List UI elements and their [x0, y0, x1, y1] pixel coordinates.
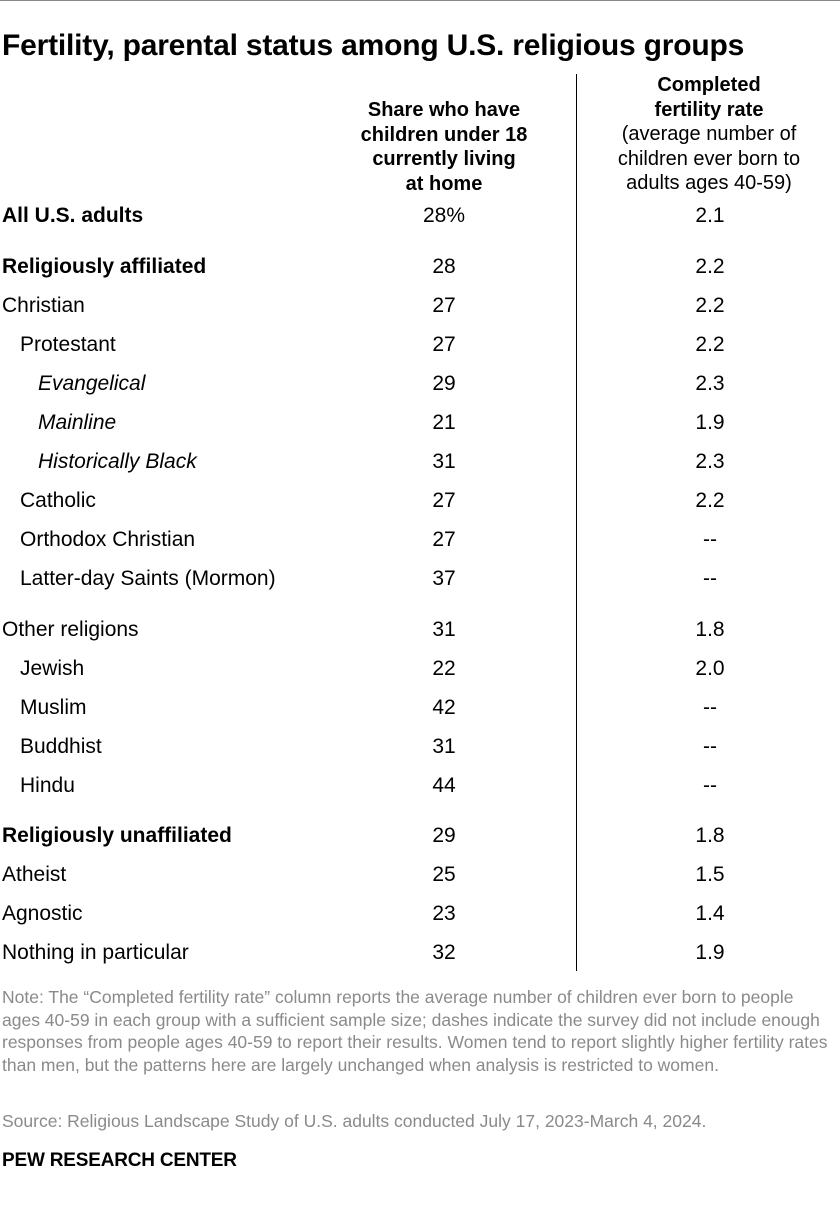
column-header-fertility-line: adults ages 40-59): [626, 172, 792, 194]
share-value: 25: [432, 863, 456, 886]
row-label: Other religions: [2, 618, 139, 641]
fertility-rate-value: 1.5: [695, 863, 725, 886]
fertility-rate-value: --: [703, 696, 717, 719]
column-header-fertility: Completed fertility rate (average number…: [592, 73, 826, 196]
fertility-rate-value: --: [703, 735, 717, 758]
share-value: 27: [432, 294, 456, 317]
share-value: 32: [432, 941, 456, 964]
fertility-rate-value: 1.8: [695, 618, 725, 641]
table-row: Catholic 27 2.2: [0, 485, 840, 517]
column-divider: [576, 74, 577, 971]
fertility-rate-value: 1.9: [695, 411, 725, 434]
chart-title: Fertility, parental status among U.S. re…: [2, 29, 745, 62]
chart-source: Source: Religious Landscape Study of U.S…: [2, 1111, 707, 1131]
column-header-fertility-line: Completed: [657, 74, 761, 96]
share-value: 23: [432, 902, 456, 925]
table-row: Atheist 25 1.5: [0, 859, 840, 891]
fertility-rate-value: 2.2: [695, 255, 725, 278]
fertility-rate-value: 2.3: [695, 372, 725, 395]
row-label: Religiously unaffiliated: [2, 824, 232, 847]
table-row: Buddhist 31 --: [0, 731, 840, 763]
column-header-fertility-line: children ever born to: [617, 147, 801, 170]
column-header-share-line: currently living: [372, 148, 516, 170]
fertility-rate-value: 1.4: [695, 902, 725, 925]
table-row: Evangelical 29 2.3: [0, 368, 840, 400]
row-label: Latter-day Saints (Mormon): [20, 567, 276, 590]
share-value: 31: [432, 735, 456, 758]
row-label: Nothing in particular: [2, 941, 189, 964]
table-row: Christian 27 2.2: [0, 290, 840, 322]
share-value: 27: [432, 333, 456, 356]
table-row: Hindu 44 --: [0, 770, 840, 802]
table-row: Historically Black 31 2.3: [0, 446, 840, 478]
row-label: Christian: [2, 294, 85, 317]
row-label: Muslim: [20, 696, 87, 719]
share-value: 42: [432, 696, 456, 719]
fertility-rate-value: 2.1: [695, 204, 725, 227]
table-row: Religiously unaffiliated 29 1.8: [0, 820, 840, 852]
share-value: 28%: [422, 204, 466, 227]
fertility-rate-value: 2.2: [695, 294, 725, 317]
table-row: Jewish 22 2.0: [0, 653, 840, 685]
row-label: Protestant: [20, 333, 116, 356]
row-label: Religiously affiliated: [2, 255, 207, 278]
fertility-rate-value: --: [703, 567, 717, 590]
column-header-share-line: at home: [405, 172, 483, 195]
fertility-rate-value: 2.2: [695, 333, 725, 356]
share-value: 27: [432, 528, 456, 551]
fertility-rate-value: 2.3: [695, 450, 725, 473]
column-header-share: Share who have children under 18 current…: [344, 98, 544, 196]
table-row: Religiously affiliated 28 2.2: [0, 251, 840, 283]
chart-note: Note: The “Completed fertility rate” col…: [2, 987, 828, 1075]
share-value: 31: [432, 618, 456, 641]
table-row: Orthodox Christian 27 --: [0, 524, 840, 556]
share-value: 29: [432, 372, 456, 395]
fertility-rate-value: 2.2: [695, 489, 725, 512]
fertility-rate-value: 1.8: [695, 824, 725, 847]
row-label: Agnostic: [2, 902, 83, 925]
table-row: Protestant 27 2.2: [0, 329, 840, 361]
row-label: Jewish: [20, 657, 85, 680]
share-value: 21: [432, 411, 456, 434]
share-value: 27: [432, 489, 456, 512]
row-label: Hindu: [20, 774, 75, 797]
fertility-rate-value: --: [703, 528, 717, 551]
column-header-fertility-line: fertility rate: [654, 98, 764, 121]
table-row: Nothing in particular 32 1.9: [0, 937, 840, 969]
share-value: 22: [432, 657, 456, 680]
table-row: Other religions 31 1.8: [0, 614, 840, 646]
table-row: Mainline 21 1.9: [0, 407, 840, 439]
table-row: All U.S. adults 28% 2.1: [0, 200, 840, 232]
column-header-share-line: Share who have: [367, 99, 521, 121]
row-label: Catholic: [20, 489, 96, 512]
row-label: Historically Black: [38, 450, 197, 473]
table-row: Muslim 42 --: [0, 692, 840, 724]
fertility-rate-value: 1.9: [695, 941, 725, 964]
brand-logo-text: PEW RESEARCH CENTER: [2, 1150, 237, 1171]
fertility-rate-value: 2.0: [695, 657, 725, 680]
column-header-share-line: children under 18: [360, 123, 528, 146]
row-label: All U.S. adults: [2, 204, 144, 227]
share-value: 44: [432, 774, 456, 797]
share-value: 31: [432, 450, 456, 473]
row-label: Mainline: [38, 411, 117, 434]
table-row: Latter-day Saints (Mormon) 37 --: [0, 563, 840, 595]
table-row: Agnostic 23 1.4: [0, 898, 840, 930]
row-label: Orthodox Christian: [20, 528, 196, 551]
row-label: Buddhist: [20, 735, 102, 758]
share-value: 29: [432, 824, 456, 847]
column-header-fertility-line: (average number of: [621, 123, 797, 145]
fertility-rate-value: --: [703, 774, 717, 797]
share-value: 28: [432, 255, 456, 278]
share-value: 37: [432, 567, 456, 590]
row-label: Atheist: [2, 863, 67, 886]
row-label: Evangelical: [38, 372, 146, 395]
top-rule: [0, 0, 840, 1]
